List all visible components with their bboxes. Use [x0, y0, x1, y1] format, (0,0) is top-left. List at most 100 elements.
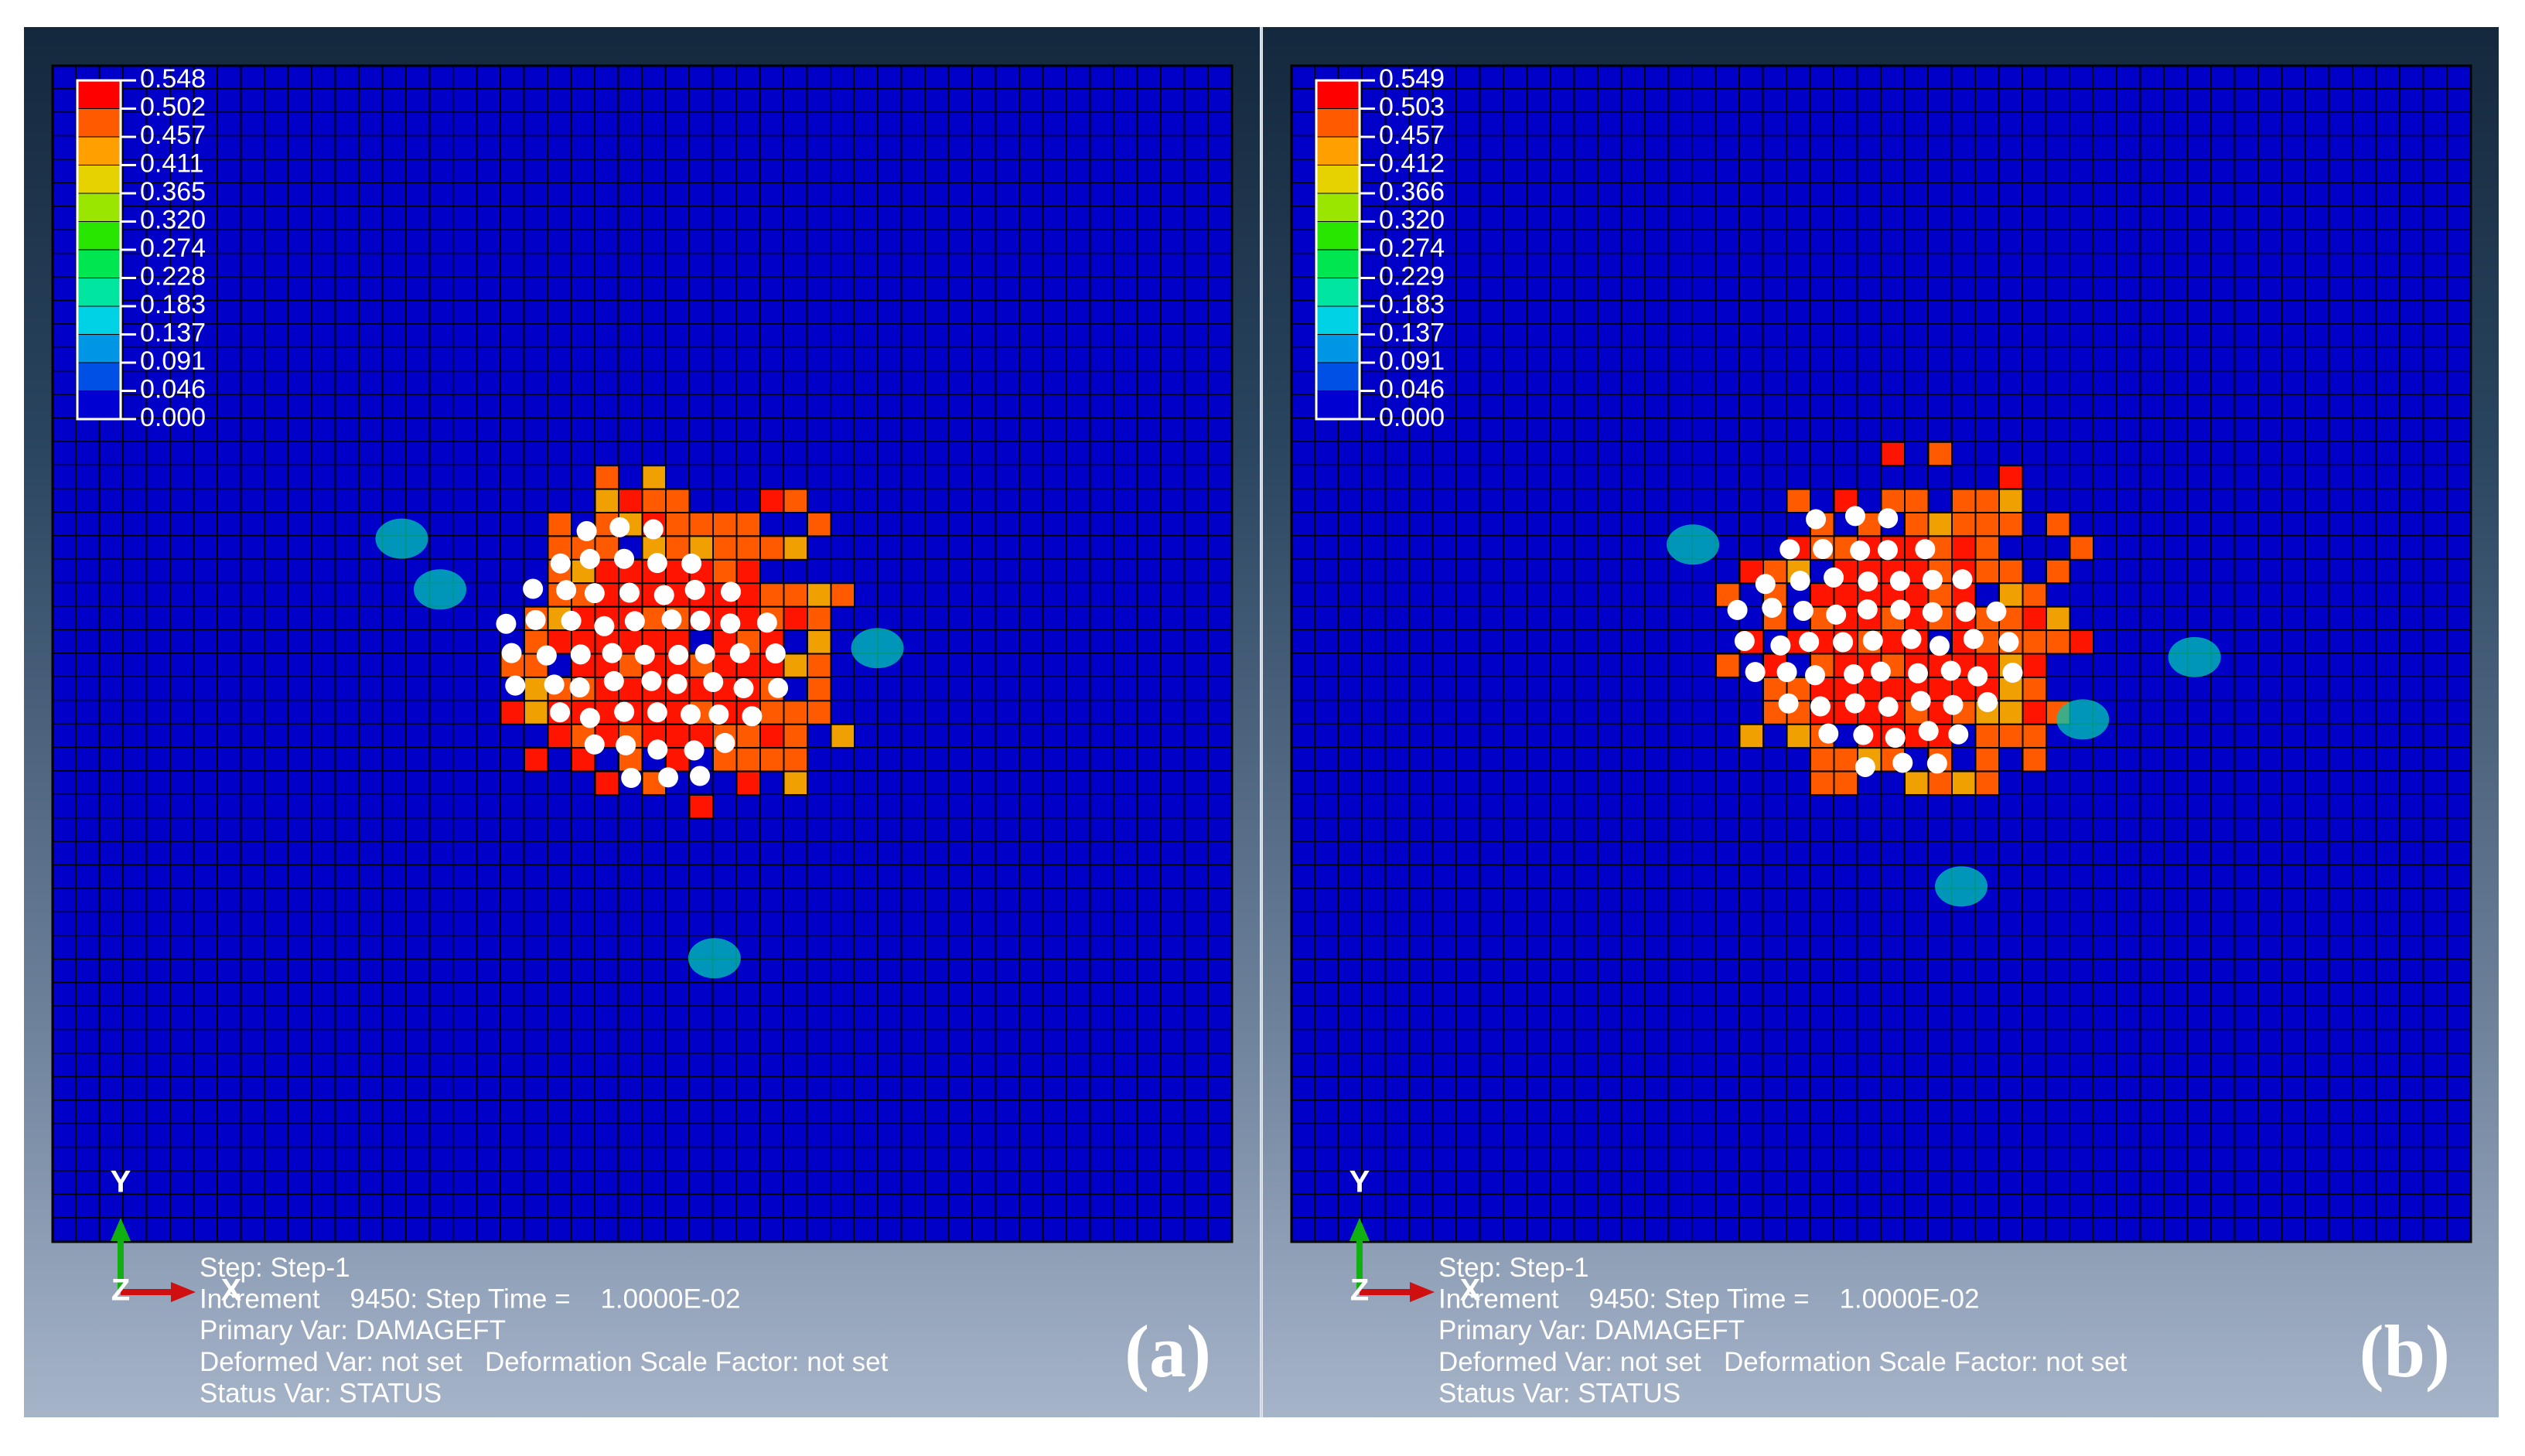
fiber	[2002, 663, 2023, 684]
damage-cell	[1974, 747, 2000, 772]
legend-label: 0.183	[1379, 290, 1445, 319]
fiber	[1790, 571, 1810, 592]
damage-spot	[1935, 866, 1988, 907]
legend-label: 0.366	[1379, 177, 1445, 206]
fiber	[1862, 630, 1883, 651]
damage-cell	[783, 700, 808, 725]
damage-cell	[735, 535, 761, 561]
legend-label: 0.411	[140, 148, 204, 178]
damage-spot	[851, 628, 904, 669]
damage-cell	[759, 488, 785, 513]
fiber	[703, 672, 724, 693]
fiber	[1745, 662, 1766, 683]
damage-cell	[1810, 770, 1835, 796]
damage-cell	[735, 558, 761, 585]
legend-label: 0.091	[1379, 346, 1445, 376]
panel-label: (b)	[2360, 1310, 2450, 1393]
damage-cell	[807, 582, 832, 608]
triad-x-head	[171, 1282, 196, 1302]
damage-cell	[1951, 488, 1977, 513]
legend-swatch	[1315, 278, 1360, 307]
fiber	[579, 548, 600, 569]
fiber	[1779, 539, 1800, 560]
damage-cell	[783, 770, 808, 796]
fiber	[523, 578, 544, 599]
fiber	[684, 579, 705, 600]
legend-swatch	[1315, 80, 1360, 109]
damage-cell	[1904, 511, 1930, 537]
damage-cell	[688, 511, 714, 537]
damage-cell	[735, 747, 761, 772]
axis-y-label: Y	[1350, 1165, 1370, 1199]
damage-cell	[618, 653, 643, 678]
damage-cell	[807, 700, 832, 725]
damage-cell	[1880, 629, 1906, 655]
legend-label: 0.320	[140, 205, 206, 234]
fiber	[742, 706, 763, 727]
damage-cell	[1974, 558, 2000, 585]
damage-cell	[830, 582, 855, 608]
legend-label: 0.320	[1379, 205, 1445, 234]
fiber	[1850, 540, 1871, 561]
fiber	[1844, 693, 1865, 714]
fiber	[561, 610, 582, 631]
fiber	[681, 704, 701, 725]
fiber	[641, 670, 662, 691]
fiber	[1770, 635, 1791, 656]
damage-cell	[1904, 582, 1930, 608]
panel: 0.5490.5030.4570.4120.3660.3200.2740.229…	[1263, 27, 2499, 1417]
fiber	[525, 609, 546, 630]
legend-swatch	[1315, 221, 1360, 251]
damage-cell	[1998, 723, 2024, 749]
damage-cell	[830, 723, 855, 749]
triad-y-head	[111, 1218, 131, 1241]
legend-label: 0.137	[140, 318, 206, 347]
fiber	[584, 734, 605, 755]
legend-swatch	[77, 221, 121, 251]
fiber	[1890, 599, 1911, 620]
damage-cell	[665, 488, 691, 513]
fiber	[1963, 629, 1984, 650]
panel: 0.5480.5020.4570.4110.3650.3200.2740.228…	[24, 27, 1260, 1417]
legend-label: 0.503	[1379, 92, 1445, 121]
damage-cell	[1880, 441, 1906, 467]
fiber	[1940, 660, 1961, 681]
damage-cell	[2022, 629, 2047, 655]
fiber	[609, 517, 630, 537]
fiber	[550, 702, 571, 723]
fiber	[681, 553, 702, 574]
legend-swatch	[1315, 390, 1360, 420]
damage-cell	[1927, 441, 1953, 467]
damage-spot	[1667, 524, 1720, 565]
damage-cell	[783, 723, 808, 749]
legend-label: 0.274	[1379, 234, 1445, 263]
legend-swatch	[1315, 165, 1360, 194]
legend-label: 0.046	[1379, 374, 1445, 404]
fiber	[1918, 721, 1939, 742]
damage-cell	[2046, 511, 2071, 537]
fiber	[1929, 636, 1950, 656]
fiber	[602, 643, 623, 663]
damage-cell	[2022, 582, 2047, 608]
damage-cell	[547, 723, 572, 749]
legend-label: 0.046	[140, 374, 206, 404]
info-line: Step: Step-1	[1438, 1253, 1589, 1283]
axis-x-label: X	[221, 1274, 242, 1308]
damage-cell	[807, 676, 832, 702]
info-line: Primary Var: DAMAGEFT	[200, 1315, 506, 1345]
fiber	[536, 645, 557, 666]
fiber	[661, 609, 682, 630]
damage-cell	[1998, 465, 2024, 490]
damage-cell	[1904, 770, 1930, 796]
damage-cell	[2022, 676, 2047, 702]
fiber	[1885, 728, 1906, 748]
fiber	[720, 613, 741, 634]
fiber	[733, 678, 754, 699]
fiber	[647, 553, 667, 574]
triad-y-head	[1350, 1218, 1370, 1241]
fiber	[505, 675, 526, 696]
fiber	[1998, 632, 2019, 653]
legend-label: 0.412	[1379, 148, 1445, 178]
info-line: Primary Var: DAMAGEFT	[1438, 1315, 1745, 1345]
damage-cell	[2022, 653, 2047, 678]
